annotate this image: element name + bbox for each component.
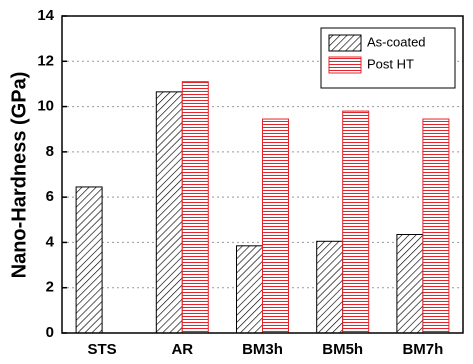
x-tick-label: AR: [171, 341, 193, 358]
plot-frame: [61, 15, 464, 334]
bar: [396, 234, 424, 334]
y-tick-label: 6: [46, 188, 54, 205]
bar: [316, 240, 344, 334]
bar: [236, 245, 263, 334]
y-tick-label: 4: [46, 233, 55, 250]
bars: [75, 81, 450, 334]
y-tick-label: 14: [37, 7, 54, 24]
legend: As-coated Post HT: [320, 27, 456, 89]
x-tick-label: BM7h: [402, 341, 443, 358]
y-tick-label: 2: [46, 279, 54, 296]
y-tick-label: 0: [46, 324, 54, 341]
y-tick-label: 12: [37, 52, 54, 69]
y-tick-label: 10: [37, 98, 54, 115]
y-axis-title: Nano-Hardness (GPa): [8, 72, 30, 279]
bar: [75, 186, 103, 334]
x-tick-label: BM5h: [322, 341, 363, 358]
bar: [342, 110, 370, 334]
x-tick-label: BM3h: [242, 341, 283, 358]
legend-label: Post HT: [367, 56, 414, 71]
bar: [262, 118, 289, 334]
legend-swatch: [328, 34, 362, 52]
bar: [181, 81, 209, 334]
y-tick-label: 8: [46, 143, 54, 160]
x-tick-label: STS: [88, 341, 117, 358]
bar: [422, 118, 450, 334]
axes: 0 2 4 6 8 10 12 14 STS AR BM3h BM5h BM7h: [37, 7, 443, 358]
legend-label: As-coated: [367, 34, 426, 49]
legend-swatch: [328, 56, 362, 74]
bar: [155, 91, 183, 334]
